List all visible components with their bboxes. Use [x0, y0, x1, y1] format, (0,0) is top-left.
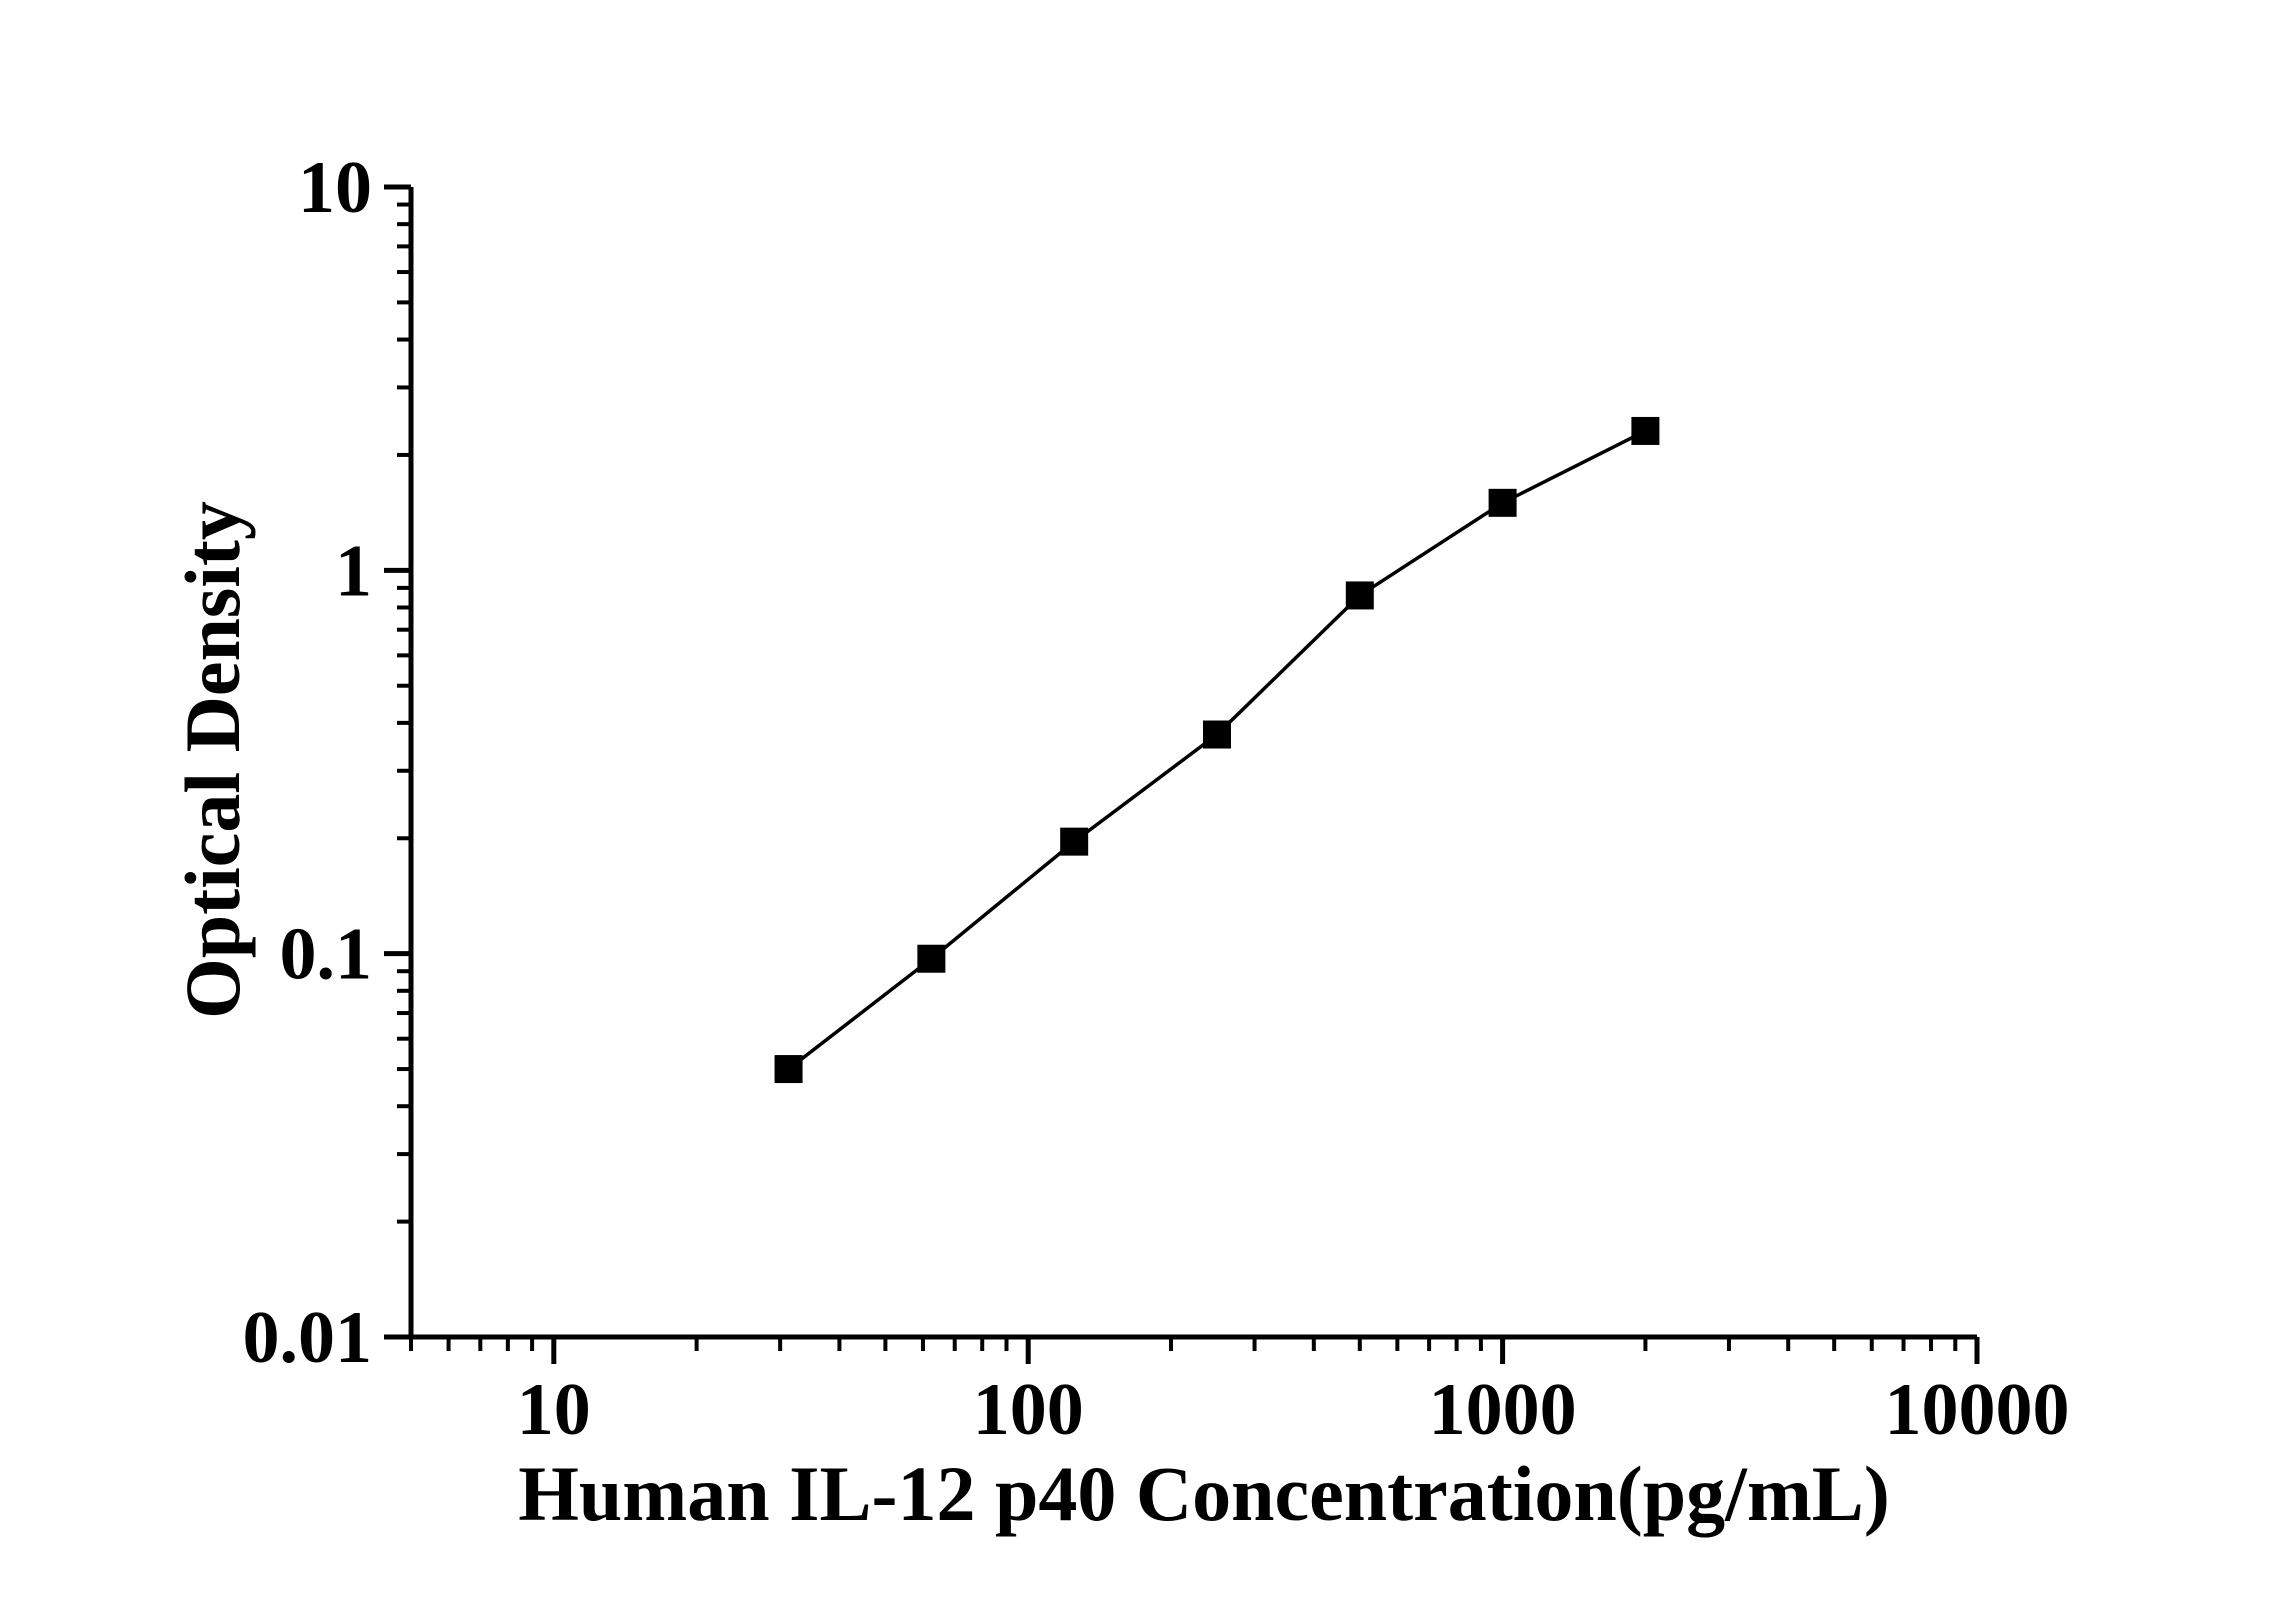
data-point-marker	[1202, 720, 1231, 749]
y-axis-title: Optical Density	[169, 501, 256, 1019]
data-point-marker	[917, 944, 946, 973]
axes-spines	[408, 187, 1977, 1340]
data-point-marker	[774, 1055, 803, 1084]
data-point-marker	[1488, 488, 1517, 517]
data-point-marker	[1345, 581, 1374, 610]
y-tick-label: 10	[298, 147, 372, 229]
x-axis-title: Human IL-12 p40 Concentration(pg/mL)	[518, 1450, 1890, 1537]
y-tick-label: 0.01	[243, 1297, 373, 1379]
x-tick-label: 100	[973, 1369, 1084, 1451]
y-tick-label: 0.1	[280, 914, 373, 996]
x-tick-label: 1000	[1429, 1369, 1577, 1451]
x-tick-label: 10	[517, 1369, 591, 1451]
data-point-marker	[1631, 416, 1660, 445]
x-tick-label: 10000	[1885, 1369, 2070, 1451]
y-tick-label: 1	[335, 530, 372, 612]
curve-line	[787, 429, 1647, 1071]
data-point-marker	[1060, 827, 1089, 856]
